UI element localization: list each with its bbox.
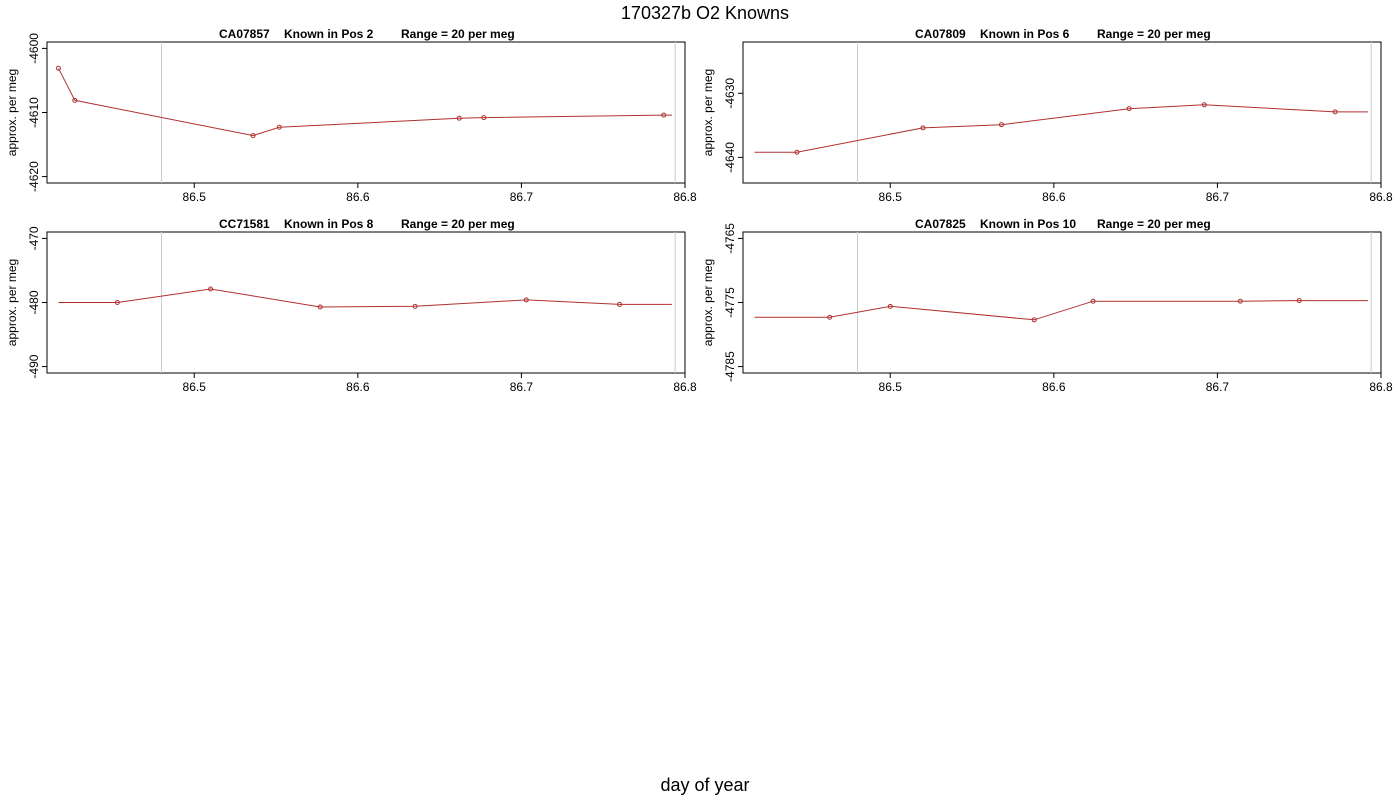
- figure-title: 170327b O2 Knowns: [621, 3, 789, 23]
- panel-ca07809: CA07809 Known in Pos 6 Range = 20 per meg 8…: [701, 27, 1393, 204]
- panel-ca07857: CA07857 Known in Pos 2 Range = 20 per meg 8…: [5, 27, 697, 204]
- panel-title-part: CA07857: [219, 27, 270, 41]
- panel-cc71581: CC71581 Known in Pos 8 Range = 20 per meg 8…: [5, 217, 697, 394]
- y-tick-label: -4640: [723, 142, 737, 173]
- panel-title-part: Known in Pos 10: [980, 217, 1076, 231]
- x-tick-label: 86.5: [879, 380, 903, 394]
- series-line: [754, 104, 1368, 153]
- data-point: [1126, 106, 1132, 112]
- y-tick-label: -490: [27, 354, 41, 378]
- x-tick-label: 86.6: [346, 190, 370, 204]
- data-point: [250, 133, 256, 139]
- y-tick-label: -4620: [27, 161, 41, 192]
- y-tick-label: -4600: [27, 33, 41, 64]
- x-tick-label: 86.5: [879, 190, 903, 204]
- panel-title-part: Range = 20 per meg: [401, 27, 515, 41]
- x-tick-label: 86.5: [183, 380, 207, 394]
- panel-title-part: Known in Pos 6: [980, 27, 1070, 41]
- data-point: [114, 300, 120, 305]
- y-tick-label: -4765: [723, 223, 737, 254]
- data-point: [317, 304, 323, 310]
- data-point: [72, 97, 78, 103]
- y-axis-label: approx. per meg: [701, 69, 715, 156]
- data-point: [794, 149, 800, 155]
- panel-title-part: CC71581: [219, 217, 270, 231]
- data-point: [55, 65, 61, 71]
- data-point: [523, 297, 529, 303]
- data-point: [1090, 298, 1096, 304]
- series-line: [58, 288, 672, 308]
- y-tick-label: -4785: [723, 351, 737, 382]
- data-point: [208, 286, 214, 292]
- data-point: [998, 122, 1004, 128]
- data-point: [412, 303, 418, 309]
- panel-title-part: CA07809: [915, 27, 966, 41]
- x-tick-label: 86.8: [1369, 380, 1393, 394]
- x-tick-label: 86.7: [510, 380, 534, 394]
- y-axis-label: approx. per meg: [701, 259, 715, 346]
- plot-frame: [46, 41, 686, 184]
- figure-xlabel: day of year: [660, 775, 749, 795]
- data-point: [1031, 317, 1037, 323]
- panel-title-part: Range = 20 per meg: [401, 217, 515, 231]
- data-point: [920, 125, 926, 131]
- x-tick-label: 86.8: [673, 190, 697, 204]
- x-tick-label: 86.7: [510, 190, 534, 204]
- y-axis-label: approx. per meg: [5, 259, 19, 346]
- x-tick-label: 86.6: [346, 380, 370, 394]
- y-tick-label: -4630: [723, 78, 737, 109]
- data-point: [617, 301, 623, 307]
- panel-title-part: Range = 20 per meg: [1097, 217, 1211, 231]
- y-tick-label: -4610: [27, 97, 41, 128]
- series-line: [754, 300, 1368, 321]
- x-tick-label: 86.8: [1369, 190, 1393, 204]
- plot-frame: [742, 231, 1382, 374]
- data-point: [1332, 109, 1338, 115]
- x-tick-label: 86.8: [673, 380, 697, 394]
- x-tick-label: 86.5: [183, 190, 207, 204]
- y-axis-label: approx. per meg: [5, 69, 19, 156]
- data-point: [276, 124, 282, 130]
- x-tick-label: 86.6: [1042, 190, 1066, 204]
- panel-title-part: CA07825: [915, 217, 966, 231]
- data-point: [456, 115, 462, 121]
- data-point: [481, 115, 487, 121]
- panel-ca07825: CA07825 Known in Pos 10 Range = 20 per meg…: [701, 217, 1393, 394]
- series-line: [58, 68, 672, 137]
- data-point: [827, 314, 833, 320]
- data-point: [661, 112, 667, 118]
- y-tick-label: -470: [27, 226, 41, 250]
- x-tick-label: 86.7: [1206, 380, 1230, 394]
- y-tick-label: -4775: [723, 287, 737, 318]
- y-tick-label: -480: [27, 290, 41, 314]
- x-tick-label: 86.6: [1042, 380, 1066, 394]
- data-point: [1201, 102, 1207, 108]
- panel-title-part: Known in Pos 2: [284, 27, 374, 41]
- panel-title-part: Known in Pos 8: [284, 217, 374, 231]
- data-point: [1237, 298, 1243, 304]
- plot-frame: [742, 41, 1382, 184]
- data-point: [887, 303, 893, 309]
- data-point: [1296, 298, 1302, 304]
- panel-title-part: Range = 20 per meg: [1097, 27, 1211, 41]
- x-tick-label: 86.7: [1206, 190, 1230, 204]
